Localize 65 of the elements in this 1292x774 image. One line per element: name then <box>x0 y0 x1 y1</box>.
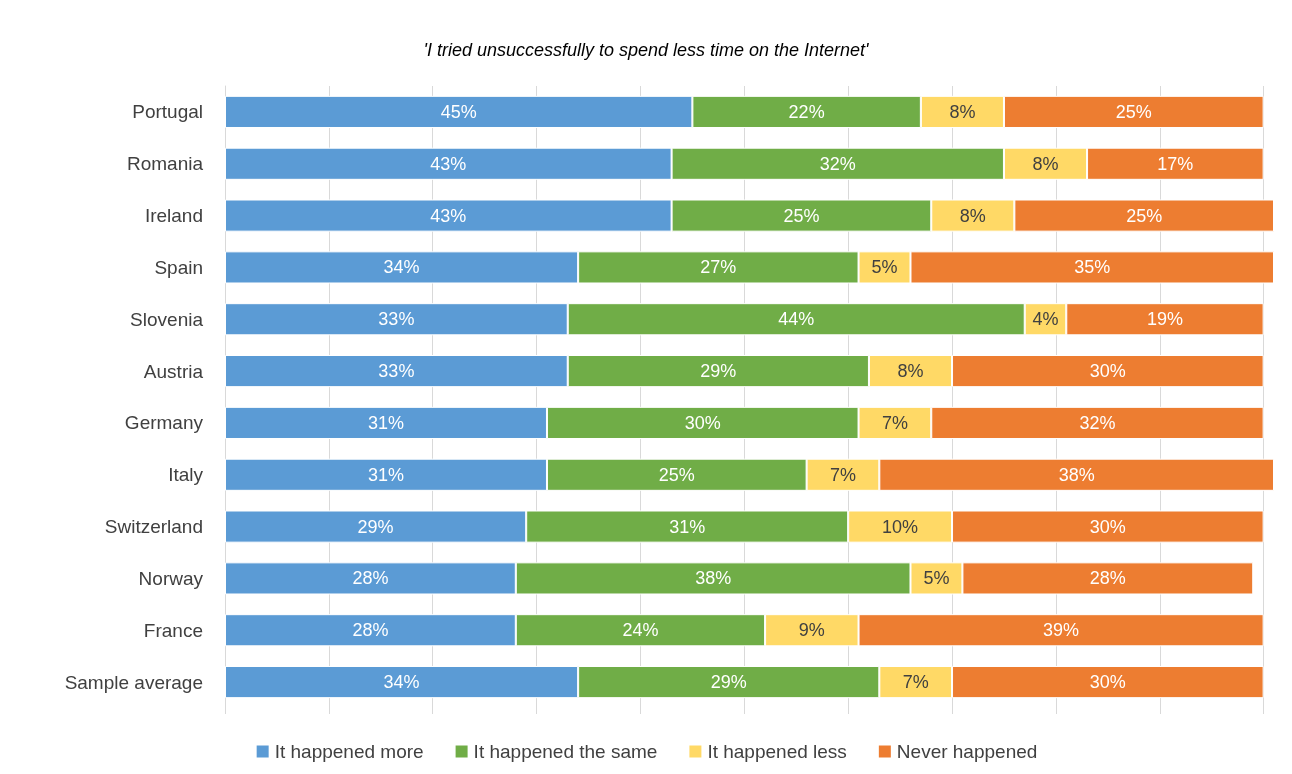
legend-label: Never happened <box>896 741 1038 762</box>
data-label: 30% <box>1089 361 1126 382</box>
data-label: 5% <box>871 257 898 278</box>
data-label: 29% <box>357 516 394 537</box>
data-label: 27% <box>700 257 737 278</box>
data-label: 28% <box>352 620 389 641</box>
y-tick-label: Slovenia <box>130 308 204 330</box>
y-tick-label: Romania <box>126 153 204 175</box>
data-label: 34% <box>383 257 420 278</box>
data-label: 38% <box>695 568 732 589</box>
data-label: 22% <box>788 101 825 122</box>
chart-title: 'I tried unsuccessfully to spend less time on the Internet' <box>423 40 870 60</box>
data-label: 29% <box>700 361 737 382</box>
data-label: 5% <box>923 568 950 589</box>
data-label: 43% <box>430 205 467 226</box>
data-label: 17% <box>1157 153 1194 174</box>
data-label: 31% <box>367 464 404 485</box>
y-tick-label: Portugal <box>132 101 203 123</box>
data-label: 9% <box>798 620 825 641</box>
data-label: 43% <box>430 153 467 174</box>
y-tick-label: Norway <box>138 567 204 589</box>
data-label: 29% <box>710 672 747 693</box>
legend-label: It happened more <box>274 741 424 762</box>
y-tick-label: Germany <box>124 412 204 434</box>
y-tick-label: Italy <box>168 464 204 486</box>
y-tick-label: Ireland <box>144 205 203 227</box>
data-label: 4% <box>1032 309 1059 330</box>
data-label: 8% <box>1032 153 1059 174</box>
data-label: 32% <box>819 153 856 174</box>
legend-label: It happened less <box>707 741 847 762</box>
data-label: 24% <box>622 620 659 641</box>
data-label: 45% <box>440 101 477 122</box>
y-tick-label: France <box>143 619 203 641</box>
data-label: 31% <box>367 412 404 433</box>
data-label: 8% <box>949 101 976 122</box>
data-label: 10% <box>882 516 919 537</box>
data-label: 31% <box>669 516 706 537</box>
data-label: 33% <box>378 361 415 382</box>
y-tick-label: Austria <box>143 360 204 382</box>
legend-label: It happened the same <box>473 741 658 762</box>
data-label: 8% <box>897 361 924 382</box>
data-label: 19% <box>1146 309 1183 330</box>
data-label: 30% <box>1089 516 1126 537</box>
data-label: 33% <box>378 309 415 330</box>
data-label: 28% <box>1089 568 1126 589</box>
data-label: 25% <box>1115 101 1152 122</box>
y-tick-label: Sample average <box>64 671 203 693</box>
data-label: 30% <box>684 412 721 433</box>
data-label: 39% <box>1043 620 1080 641</box>
data-label: 25% <box>783 205 820 226</box>
y-tick-label: Spain <box>154 256 203 278</box>
data-label: 8% <box>959 205 986 226</box>
y-tick-label: Switzerland <box>104 516 203 538</box>
data-label: 34% <box>383 672 420 693</box>
data-label: 25% <box>1126 205 1163 226</box>
data-label: 35% <box>1074 257 1111 278</box>
data-label: 32% <box>1079 412 1116 433</box>
data-label: 7% <box>829 464 856 485</box>
data-label: 44% <box>778 309 815 330</box>
data-label: 28% <box>352 568 389 589</box>
data-label: 7% <box>902 672 929 693</box>
data-label: 25% <box>658 464 695 485</box>
data-label: 38% <box>1058 464 1095 485</box>
data-label: 7% <box>881 412 908 433</box>
data-label: 30% <box>1089 672 1126 693</box>
